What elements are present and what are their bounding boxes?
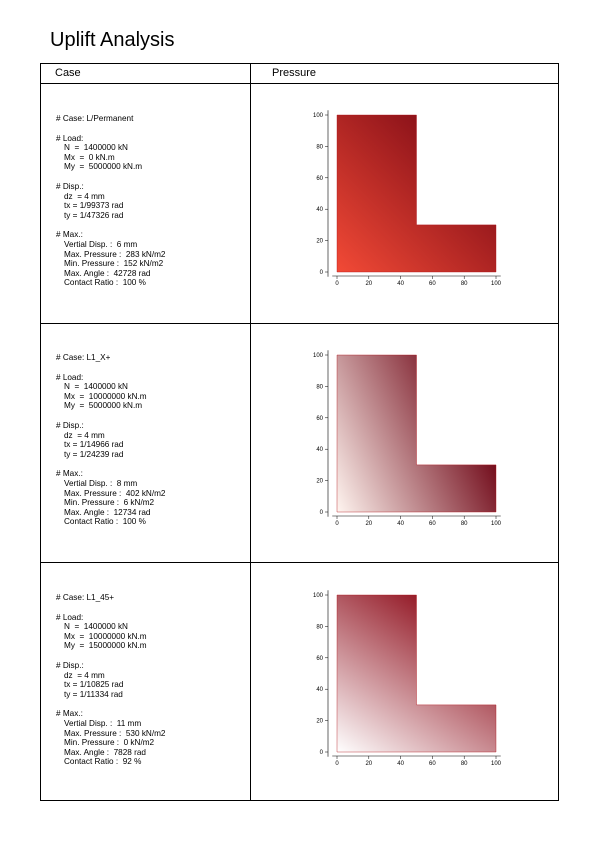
x-tick-label: 100 — [491, 281, 502, 287]
results-table: Case Pressure # Case: L/Permanent # Load:… — [40, 63, 559, 801]
max-value: Min. Pressure : 6 kN/m2 — [64, 498, 155, 508]
column-divider — [250, 64, 251, 800]
max-value: Contact Ratio : 100 % — [64, 278, 146, 288]
x-tick-label: 60 — [429, 761, 436, 767]
load-header: # Load: — [56, 372, 84, 382]
max-header: # Max.: — [56, 230, 83, 240]
case-info: # Case: L1_45+ # Load: N = 1400000 kN Mx = … — [56, 593, 165, 777]
x-tick-label: 60 — [429, 521, 436, 527]
x-tick-label: 0 — [335, 521, 339, 527]
load-value: N = 1400000 kN — [64, 382, 128, 392]
y-tick-label: 80 — [316, 384, 323, 390]
y-tick-label: 0 — [320, 510, 324, 516]
disp-value: ty = 1/47326 rad — [64, 210, 124, 220]
y-tick-label: 40 — [316, 687, 323, 693]
disp-value: dz = 4 mm — [64, 191, 105, 201]
x-tick-label: 0 — [335, 761, 339, 767]
x-tick-label: 40 — [397, 761, 404, 767]
pressure-shape — [336, 594, 497, 753]
y-tick-label: 40 — [316, 207, 323, 213]
y-tick-label: 0 — [320, 270, 324, 276]
y-tick-label: 80 — [316, 144, 323, 150]
load-header: # Load: — [56, 612, 84, 622]
pressure-plot: 0 0 20 20 40 40 60 60 80 80 100 100 — [305, 106, 505, 301]
disp-value: tx = 1/10825 rad — [64, 680, 124, 690]
y-tick-label: 100 — [313, 353, 324, 359]
x-tick-label: 100 — [491, 761, 502, 767]
x-tick-label: 80 — [461, 521, 468, 527]
y-tick-label: 60 — [316, 176, 323, 182]
disp-header: # Disp.: — [56, 420, 84, 430]
max-value: Max. Angle : 12734 rad — [64, 507, 151, 517]
disp-header: # Disp.: — [56, 181, 84, 191]
load-value: Mx = 10000000 kN.m — [64, 631, 147, 641]
table-header: Case Pressure — [41, 64, 558, 84]
max-value: Vertial Disp. : 6 mm — [64, 239, 138, 249]
column-header-pressure: Pressure — [272, 67, 317, 79]
case-info: # Case: L1_X+ # Load: N = 1400000 kN Mx = 1… — [56, 353, 165, 537]
max-value: Max. Pressure : 530 kN/m2 — [64, 728, 166, 738]
y-tick-label: 80 — [316, 624, 323, 630]
disp-value: ty = 1/24239 rad — [64, 449, 124, 459]
load-value: Mx = 0 kN.m — [64, 152, 115, 162]
load-value: My = 15000000 kN.m — [64, 641, 147, 651]
max-value: Contact Ratio : 92 % — [64, 757, 142, 767]
case-name: # Case: L1_X+ — [56, 353, 111, 362]
y-tick-label: 60 — [316, 656, 323, 662]
y-tick-label: 100 — [313, 593, 324, 599]
pressure-shape — [336, 354, 497, 513]
x-tick-label: 20 — [365, 521, 372, 527]
y-tick-label: 100 — [313, 113, 324, 119]
y-tick-label: 20 — [316, 239, 323, 245]
disp-header: # Disp.: — [56, 660, 84, 670]
load-header: # Load: — [56, 133, 84, 143]
case-info: # Case: L/Permanent # Load: N = 1400000 kN… — [56, 114, 165, 298]
max-value: Contact Ratio : 100 % — [64, 517, 146, 527]
x-tick-label: 80 — [461, 761, 468, 767]
disp-value: dz = 4 mm — [64, 670, 105, 680]
max-value: Max. Angle : 7828 rad — [64, 747, 146, 757]
max-value: Max. Angle : 42728 rad — [64, 268, 151, 278]
row-divider — [41, 562, 558, 563]
x-tick-label: 40 — [397, 521, 404, 527]
disp-value: tx = 1/14966 rad — [64, 440, 124, 450]
max-value: Min. Pressure : 0 kN/m2 — [64, 738, 155, 748]
x-tick-label: 0 — [335, 281, 339, 287]
load-value: N = 1400000 kN — [64, 143, 128, 153]
row-divider — [41, 323, 558, 324]
pressure-plot: 0 0 20 20 40 40 60 60 80 80 100 100 — [305, 586, 505, 781]
disp-value: tx = 1/99373 rad — [64, 201, 124, 211]
page-title: Uplift Analysis — [50, 29, 175, 51]
column-header-case: Case — [55, 67, 81, 79]
max-value: Vertial Disp. : 11 mm — [64, 718, 142, 728]
x-tick-label: 60 — [429, 281, 436, 287]
max-header: # Max.: — [56, 469, 83, 479]
load-value: Mx = 10000000 kN.m — [64, 391, 147, 401]
x-tick-label: 80 — [461, 281, 468, 287]
max-value: Max. Pressure : 402 kN/m2 — [64, 488, 166, 498]
case-name: # Case: L1_45+ — [56, 593, 115, 602]
x-tick-label: 20 — [365, 281, 372, 287]
x-tick-label: 100 — [491, 521, 502, 527]
y-tick-label: 40 — [316, 447, 323, 453]
max-value: Max. Pressure : 283 kN/m2 — [64, 249, 166, 259]
x-tick-label: 40 — [397, 281, 404, 287]
disp-value: dz = 4 mm — [64, 430, 105, 440]
y-tick-label: 20 — [316, 719, 323, 725]
load-value: N = 1400000 kN — [64, 622, 128, 632]
max-value: Vertial Disp. : 8 mm — [64, 478, 138, 488]
disp-value: ty = 1/11334 rad — [64, 689, 123, 699]
load-value: My = 5000000 kN.m — [64, 401, 143, 411]
pressure-plot: 0 0 20 20 40 40 60 60 80 80 100 100 — [305, 346, 505, 541]
x-tick-label: 20 — [365, 761, 372, 767]
y-tick-label: 60 — [316, 416, 323, 422]
y-tick-label: 20 — [316, 479, 323, 485]
max-header: # Max.: — [56, 709, 83, 719]
load-value: My = 5000000 kN.m — [64, 162, 143, 172]
y-tick-label: 0 — [320, 750, 324, 756]
pressure-shape — [336, 114, 497, 273]
max-value: Min. Pressure : 152 kN/m2 — [64, 259, 164, 269]
case-name: # Case: L/Permanent — [56, 114, 134, 123]
